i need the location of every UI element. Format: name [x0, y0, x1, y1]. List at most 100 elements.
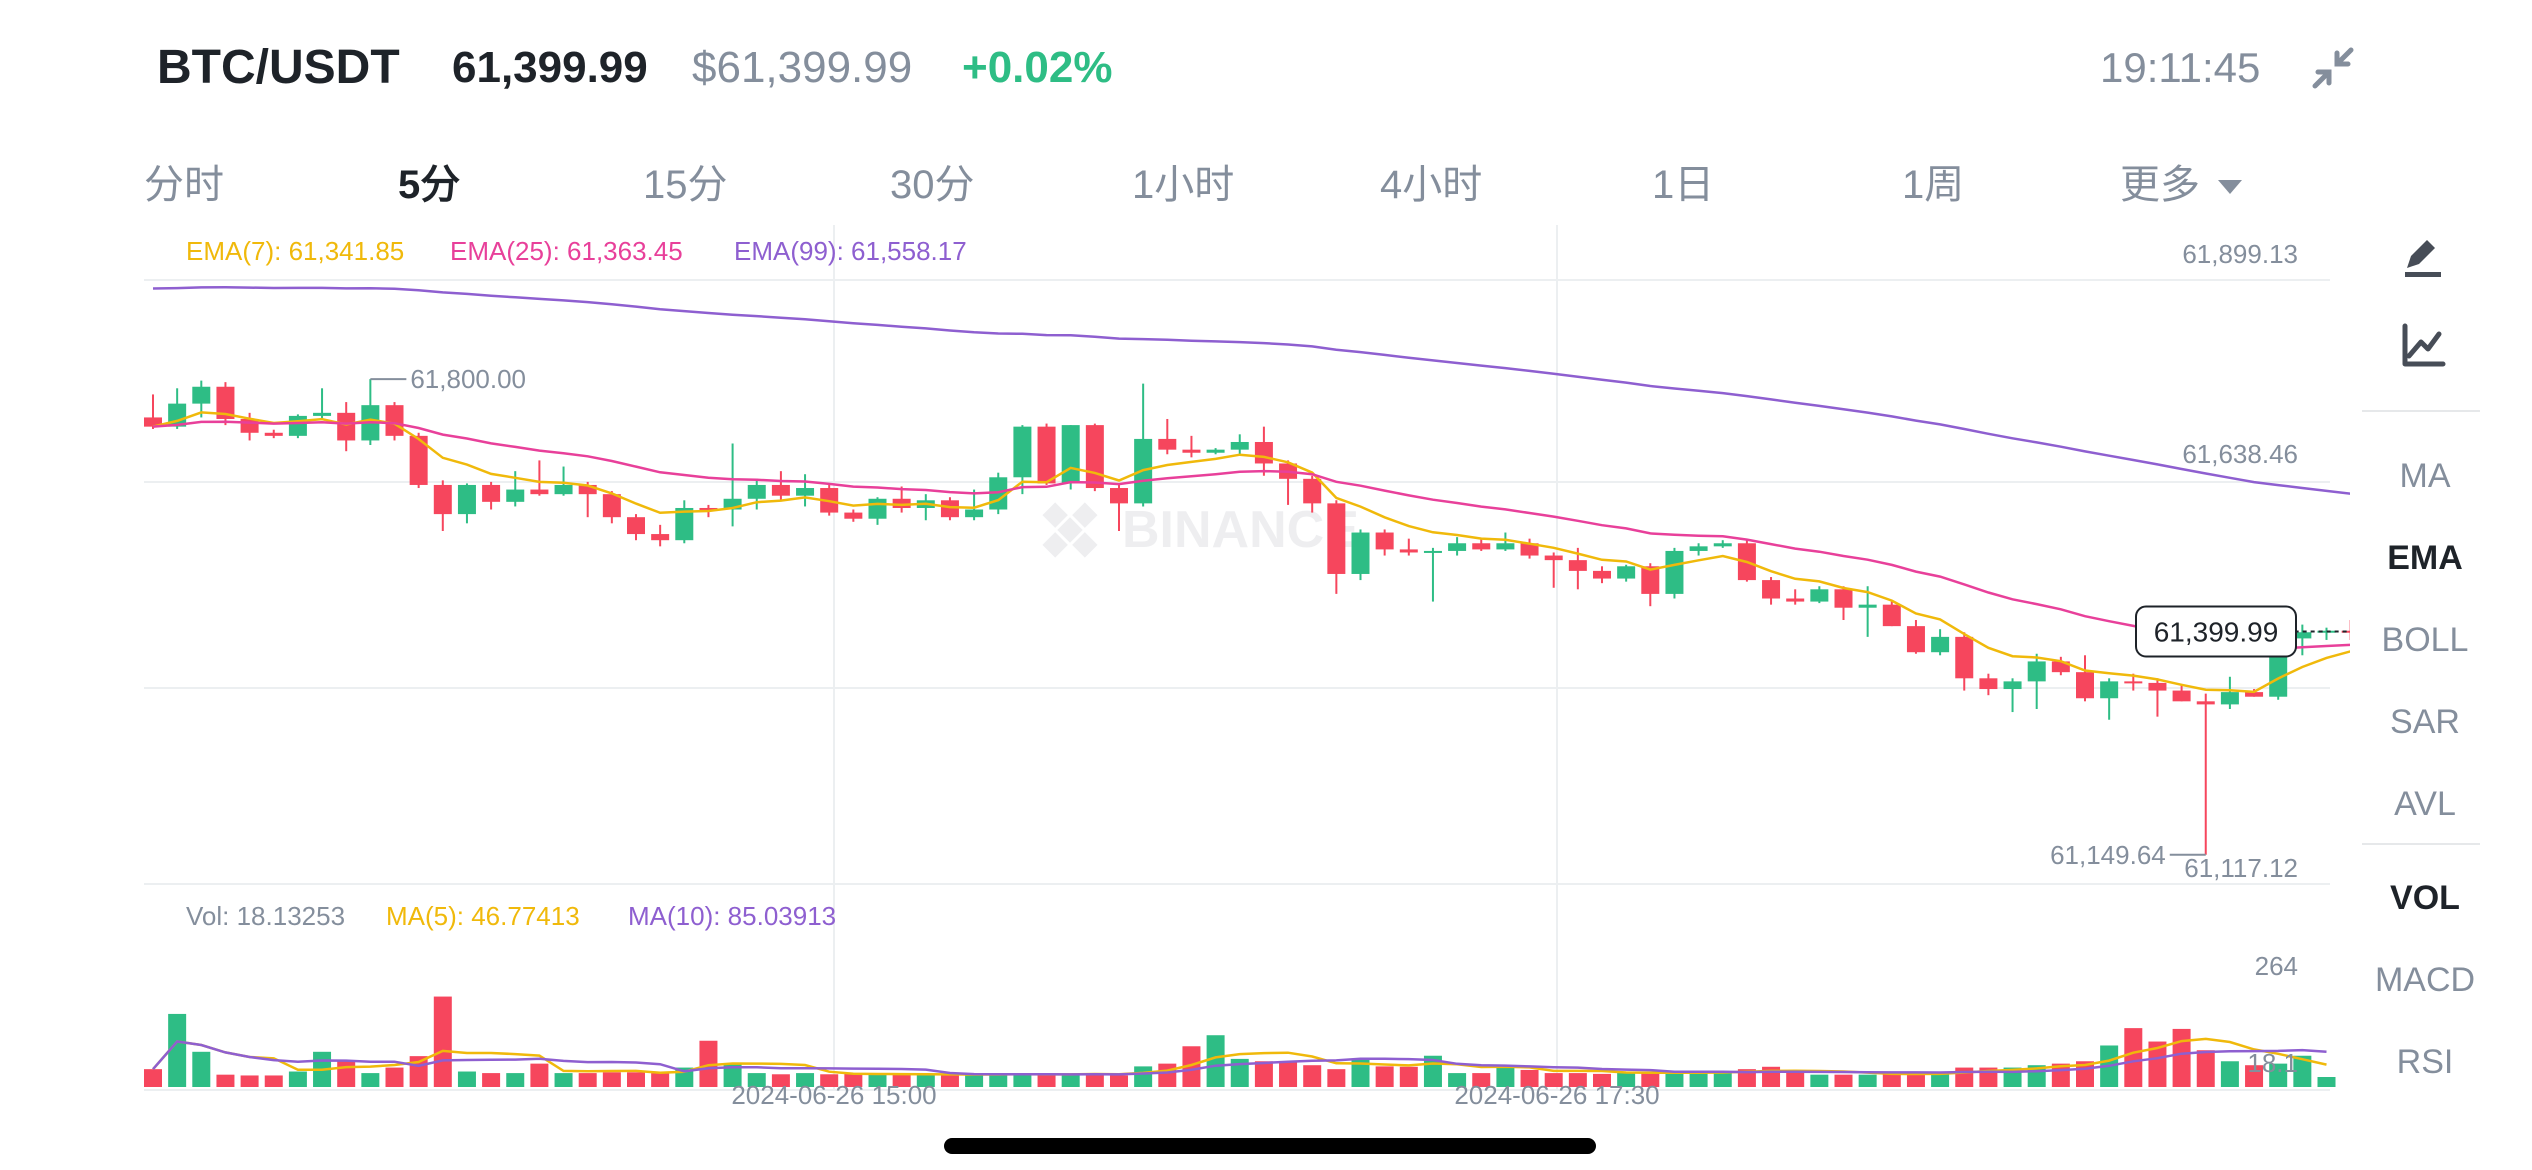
volume-bar — [264, 1075, 283, 1087]
volume-bar — [1230, 1058, 1249, 1087]
last-price: 61,399.99 — [452, 43, 648, 92]
candle-body — [1593, 570, 1611, 579]
candle-body — [747, 484, 766, 499]
volume-bar — [1110, 1075, 1128, 1087]
candle-body — [699, 507, 718, 510]
ema25-line — [152, 420, 2350, 651]
more-dropdown[interactable]: 更多 — [2120, 150, 2242, 220]
chart-grid — [144, 225, 2330, 1091]
indicator-macd[interactable]: MACD — [2374, 961, 2476, 999]
tab-1day[interactable]: 1日 — [1652, 163, 1715, 207]
candle-body — [1810, 589, 1829, 602]
volume-bar — [385, 1067, 404, 1087]
collapse-arrows-icon[interactable] — [2305, 40, 2361, 96]
tab-15min[interactable]: 15分 — [643, 163, 728, 207]
candle-body — [409, 435, 428, 485]
candle-body — [1689, 546, 1708, 551]
indicator-boll[interactable]: BOLL — [2381, 621, 2469, 659]
indicator-ma[interactable]: MA — [2399, 457, 2451, 495]
candle-body — [940, 500, 959, 518]
volume-bar — [1496, 1065, 1515, 1087]
volume-bar — [1013, 1073, 1032, 1087]
candle-body — [1182, 449, 1201, 453]
volume-bar — [2220, 1061, 2239, 1087]
candle-body — [2027, 661, 2046, 682]
volume-bar — [1617, 1072, 1636, 1087]
candle-body — [602, 494, 621, 518]
indicator-sar[interactable]: SAR — [2390, 703, 2460, 741]
indicator-vol[interactable]: VOL — [2390, 879, 2460, 917]
tab-1hour[interactable]: 1小时 — [1132, 163, 1235, 207]
volume-bar — [1375, 1066, 1394, 1087]
tab-30min[interactable]: 30分 — [890, 163, 975, 207]
volume-bar — [892, 1074, 911, 1087]
candle-body — [264, 432, 283, 436]
candle-body — [1110, 488, 1128, 504]
candle-body — [385, 405, 404, 436]
ema7-line — [152, 411, 2350, 694]
caret-down-icon — [2218, 180, 2242, 195]
sidebar-divider — [2362, 843, 2480, 845]
volume-bar — [2196, 1050, 2215, 1087]
volume-bar — [2245, 1065, 2264, 1087]
price-change-percent: +0.02% — [962, 43, 1113, 92]
volume-bar — [2148, 1041, 2167, 1087]
tab-5min[interactable]: 5分 — [398, 163, 461, 207]
volume-bar — [578, 1073, 597, 1087]
legend-ema7: EMA(7): 61,341.85 — [186, 236, 404, 266]
candle-body — [1979, 678, 1998, 690]
tab-time-sharing[interactable]: 分时 — [144, 163, 224, 207]
main-legend: EMA(7): 61,341.85 EMA(25): 61,363.45 EMA… — [186, 236, 967, 266]
draw-pen-icon[interactable] — [2395, 228, 2451, 284]
price-axis-label: 61,899.13 — [2182, 239, 2298, 269]
volume-ma-lines — [152, 1037, 2327, 1076]
candle-body — [337, 412, 356, 441]
volume-legend: Vol: 18.13253 MA(5): 46.77413 MA(10): 85… — [186, 901, 836, 931]
indicator-ema[interactable]: EMA — [2387, 539, 2463, 577]
volume-bar — [2317, 1077, 2336, 1087]
trading-pair[interactable]: BTC/USDT — [157, 41, 400, 94]
volume-bar — [989, 1074, 1008, 1087]
indicator-rsi[interactable]: RSI — [2396, 1043, 2454, 1081]
candle-body — [1375, 532, 1394, 550]
volume-bar — [1665, 1073, 1684, 1087]
volume-bar — [1568, 1073, 1587, 1087]
candle-body — [433, 484, 452, 515]
candle-body — [771, 484, 790, 496]
candle-body — [1713, 543, 1732, 547]
volume-bar — [1810, 1074, 1829, 1087]
candle-body — [313, 412, 332, 416]
candle-body — [1399, 549, 1418, 553]
volume-bar — [1906, 1073, 1925, 1087]
candle-body — [1254, 441, 1273, 464]
volume-bar — [1448, 1073, 1467, 1087]
vol-axis-label: 18.1 — [2247, 1048, 2298, 1078]
candle-body — [1882, 604, 1901, 627]
candle-body — [1351, 532, 1370, 574]
tab-1week[interactable]: 1周 — [1902, 163, 1965, 207]
legend-vol-ma10: MA(10): 85.03913 — [628, 901, 836, 931]
candle-body — [554, 484, 573, 495]
indicator-avl[interactable]: AVL — [2394, 785, 2456, 823]
home-indicator — [944, 1138, 1596, 1154]
kline-chart[interactable]: BINANCE EMA(7): 61,341.85 EMA(25): 61,36… — [0, 225, 2350, 1130]
candle-body — [2172, 690, 2191, 702]
candle-body — [1230, 441, 1249, 450]
chart-indicator-icon[interactable] — [2395, 318, 2451, 374]
candle-body — [1520, 543, 1539, 556]
watermark-text: BINANCE — [1122, 501, 1359, 559]
volume-bar — [1399, 1066, 1418, 1087]
volume-bar — [1641, 1071, 1660, 1087]
high-price-label: 61,800.00 — [410, 364, 526, 394]
volume-bar — [1737, 1069, 1756, 1087]
volume-bar — [337, 1061, 356, 1087]
candle-body — [1617, 566, 1636, 579]
volume-bar — [1134, 1066, 1153, 1087]
more-label: 更多 — [2120, 163, 2200, 207]
candle-body — [216, 386, 235, 419]
volume-bar — [2172, 1028, 2191, 1087]
candle-body — [844, 512, 863, 519]
candle-body — [192, 386, 211, 404]
high-price-marker: 61,800.00 — [370, 364, 526, 394]
tab-4hour[interactable]: 4小时 — [1380, 163, 1483, 207]
